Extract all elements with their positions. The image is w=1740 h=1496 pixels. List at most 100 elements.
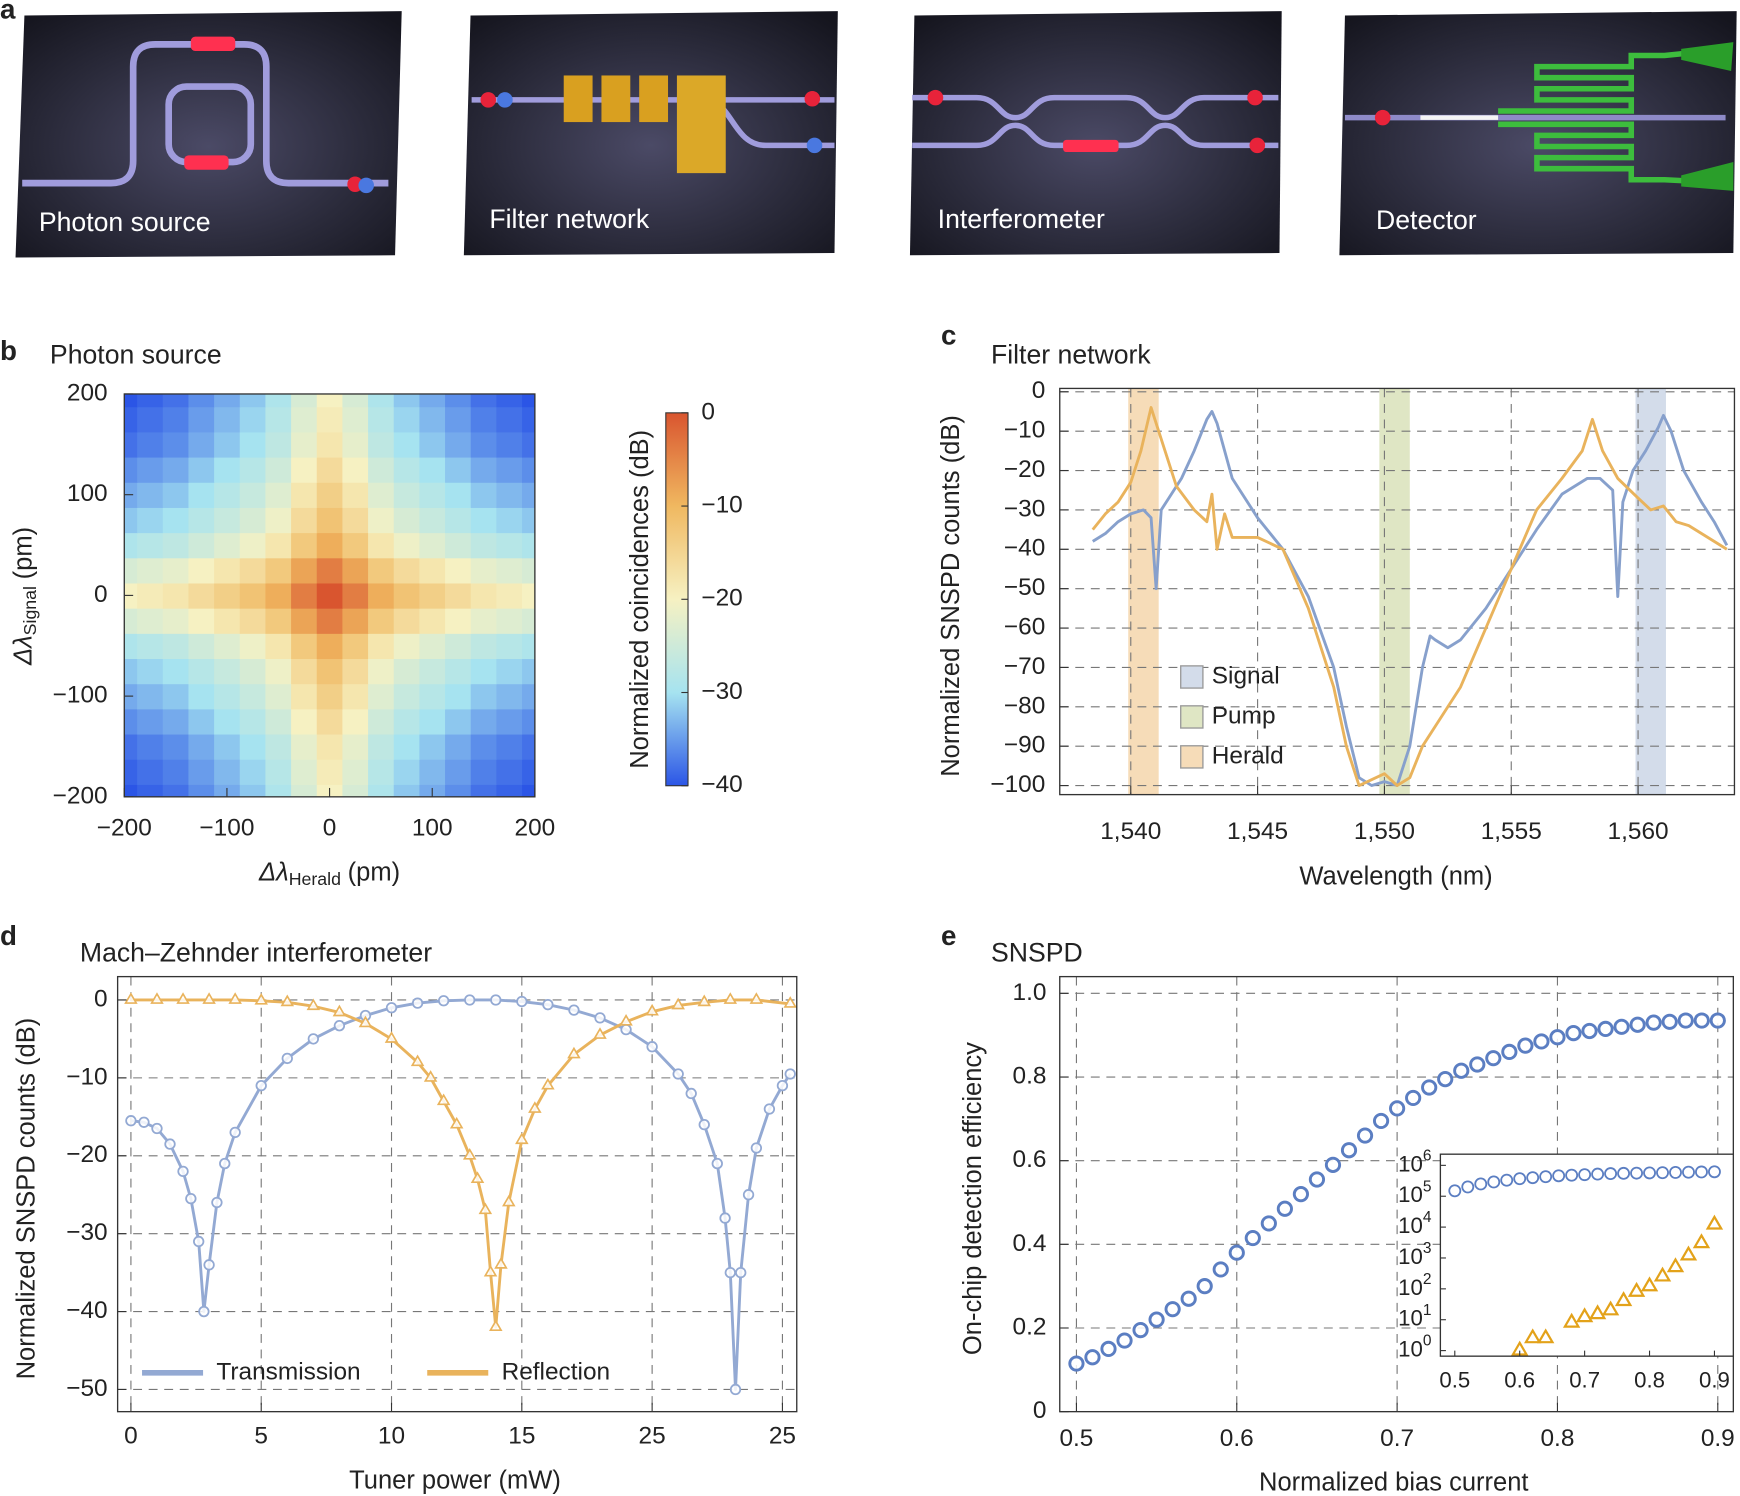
x-axis-label: ΔλHerald (pm) [258, 858, 400, 889]
heatmap-cell [137, 557, 164, 584]
x-tick-label: 25 [769, 1423, 796, 1450]
point [1562, 1312, 1581, 1328]
point [1340, 1142, 1358, 1159]
point [1617, 1166, 1631, 1180]
heatmap-cell [342, 456, 369, 483]
point [280, 994, 295, 1007]
point [645, 1003, 659, 1016]
y-tick-label: 100 [67, 480, 108, 507]
point [1643, 1166, 1656, 1180]
heatmap-cell [419, 733, 446, 760]
point [1666, 1257, 1685, 1273]
point [411, 997, 424, 1009]
heatmap-cell [368, 431, 395, 458]
x-axis-label: Normalized bias current [1259, 1469, 1528, 1496]
panel: b Photon source 0 −10 −20 −30 −40 −200 −100 0 100 2… [0, 335, 743, 841]
heatmap-cell [162, 456, 190, 483]
heatmap-cell [368, 733, 395, 760]
point [1536, 1328, 1555, 1344]
point [698, 1118, 710, 1131]
heatmap-cell [137, 393, 164, 408]
heatmap-cell [368, 708, 395, 735]
point [211, 1196, 223, 1209]
y-tick-label: 102 [1398, 1271, 1431, 1300]
point [1588, 1304, 1607, 1320]
heatmap-cell [291, 733, 318, 760]
heatmap-cell [162, 759, 190, 785]
point [494, 1257, 508, 1269]
y-axis-label: Normalized SNSPD counts (dB) [12, 1018, 40, 1380]
heatmap-cell [188, 607, 215, 634]
heatmap-cell [496, 759, 523, 785]
heatmap-cell [214, 683, 241, 710]
point [1084, 1349, 1101, 1366]
heatmap-cell [124, 393, 138, 408]
y-tick-power: 3 [1423, 1240, 1432, 1257]
heatmap-cell [291, 582, 318, 609]
heatmap-cell [445, 557, 472, 584]
heatmap-cell [419, 683, 446, 710]
point [1629, 1016, 1646, 1033]
heatmap-cell [522, 431, 535, 458]
heatmap-cell [316, 393, 344, 408]
tile-label: Filter network [489, 204, 649, 234]
heatmap-cell [316, 658, 344, 685]
heatmap-cell [445, 582, 472, 609]
heatmap-cell [496, 557, 523, 584]
heatmap-cell [214, 393, 241, 408]
heatmap-cell [419, 759, 446, 785]
point [150, 992, 164, 1004]
heatmap-cell [291, 607, 318, 634]
heatmap-cell [316, 683, 344, 710]
point [671, 997, 685, 1010]
heatmap-cell [368, 633, 395, 660]
heatmap-cell [342, 582, 369, 609]
point [719, 1212, 731, 1224]
point [1601, 1300, 1620, 1316]
heatmap-cell [470, 393, 498, 408]
heatmap-cell [214, 733, 241, 760]
x-tick-label: 15 [508, 1423, 535, 1450]
point [1614, 1291, 1633, 1307]
panel-letter: d [0, 920, 17, 951]
heatmap-cell [214, 532, 241, 559]
axis-label-symbol: Δλ [9, 635, 37, 666]
point [541, 1077, 555, 1090]
heatmap-cell [393, 482, 421, 508]
y-tick-power: 2 [1423, 1271, 1432, 1288]
point [229, 1126, 241, 1139]
point [711, 1157, 723, 1170]
heatmap-cell [291, 633, 318, 660]
point [528, 1101, 542, 1113]
heatmap-cell [265, 582, 292, 609]
point [742, 1189, 755, 1201]
point [202, 992, 216, 1004]
heatmap-cell [124, 456, 138, 483]
heatmap-cell [419, 482, 446, 508]
point [1581, 1022, 1598, 1040]
point [542, 998, 554, 1011]
heatmap-cell [470, 456, 498, 483]
point [1308, 1171, 1326, 1188]
heatmap-cell [162, 683, 190, 710]
panel-title: Mach–Zehnder interferometer [80, 937, 432, 967]
heatmap-cell [239, 406, 267, 433]
heatmap-cell [342, 406, 369, 433]
heatmap-cell [470, 507, 498, 534]
heatmap-cell [137, 633, 164, 660]
heatmap-cell [124, 507, 138, 534]
heatmap-cell [239, 658, 267, 685]
heatmap-cell [342, 393, 369, 408]
point [1645, 1014, 1662, 1031]
heatmap-cell [291, 557, 318, 584]
point [502, 1194, 516, 1207]
x-tick-label: 0.6 [1504, 1368, 1535, 1393]
x-tick-label: 1,550 [1354, 818, 1415, 845]
heatmap-cell [316, 557, 344, 584]
heatmap-cell [137, 759, 164, 785]
point [620, 1023, 632, 1036]
heatmap-cell [445, 393, 472, 408]
point [1448, 1184, 1462, 1198]
heatmap-cell [188, 633, 215, 660]
heatmap-cell [342, 784, 369, 797]
